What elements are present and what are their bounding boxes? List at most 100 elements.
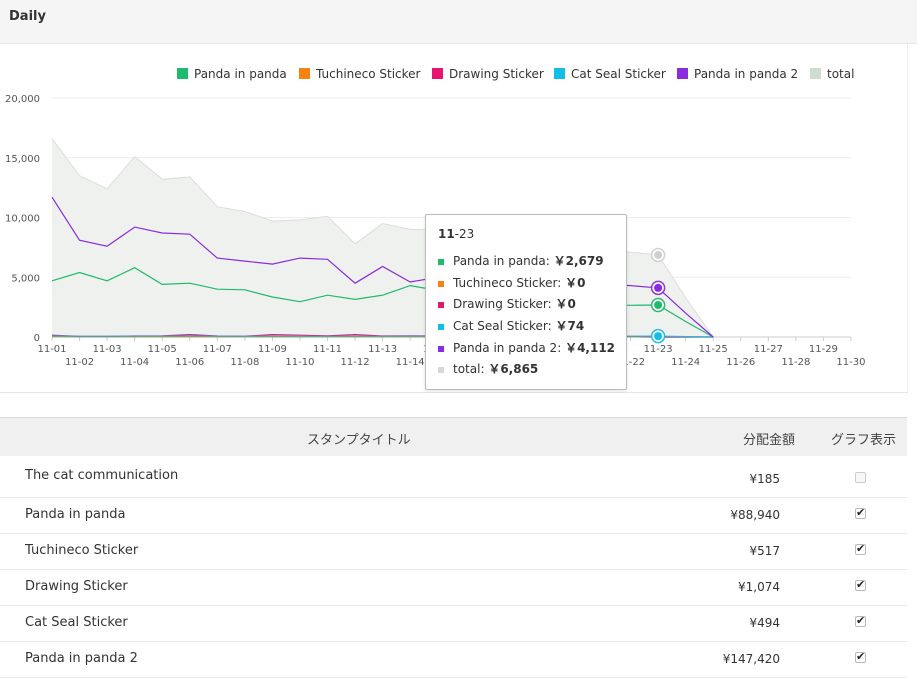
- tooltip-row: Tuchineco Sticker: ￥0: [438, 275, 586, 291]
- sticker-title: Drawing Sticker: [25, 579, 128, 594]
- sticker-title: The cat communication: [25, 468, 179, 483]
- legend-swatch: [810, 68, 821, 79]
- tooltip-label: Panda in panda 2:: [453, 341, 562, 355]
- tooltip-series-dot: [438, 323, 444, 330]
- legend-label: Cat Seal Sticker: [571, 67, 666, 81]
- legend-label: total: [827, 67, 854, 81]
- graph-toggle-checkbox[interactable]: [855, 650, 866, 663]
- x-tick-label: 11-05: [148, 344, 177, 355]
- x-tick-label: 11-28: [781, 357, 810, 368]
- sticker-title: Panda in panda: [25, 507, 126, 522]
- legend-label: Drawing Sticker: [449, 67, 544, 81]
- graph-toggle-checkbox[interactable]: [855, 614, 866, 627]
- y-tick-label: 15,000: [5, 154, 40, 165]
- table-row: Cat Seal Sticker ¥494: [0, 606, 907, 642]
- sticker-amount: ¥1,074: [738, 580, 780, 594]
- x-tick-label: 11-30: [836, 357, 865, 368]
- legend-label: Panda in panda 2: [694, 67, 798, 81]
- x-tick-label: 11-08: [230, 357, 259, 368]
- x-tick-label: 11-01: [37, 344, 66, 355]
- tooltip-value: ￥4,112: [565, 341, 616, 355]
- sticker-amount: ¥147,420: [722, 652, 780, 666]
- graph-toggle-checkbox[interactable]: [855, 506, 866, 519]
- graph-toggle-checkbox[interactable]: [855, 578, 866, 591]
- chart-tooltip: 11-23 Panda in panda: ￥2,679 Tuchineco St…: [425, 214, 627, 390]
- tooltip-series-dot: [438, 345, 444, 352]
- tooltip-title: 11-23: [438, 227, 474, 241]
- header-amount: 分配金額: [743, 433, 796, 448]
- x-tick-label: 11-22: [616, 357, 645, 368]
- tooltip-value: ￥0: [555, 297, 576, 311]
- tooltip-value: ￥6,865: [488, 362, 539, 376]
- graph-toggle-checkbox[interactable]: [855, 472, 866, 483]
- section-title: Daily: [9, 9, 46, 24]
- tooltip-series-dot: [438, 280, 444, 287]
- tooltip-series-dot: [438, 301, 444, 308]
- x-tick-label: 11-14: [396, 357, 425, 368]
- legend-swatch: [432, 68, 443, 79]
- section-header: Daily: [0, 0, 917, 44]
- tooltip-row: total: ￥6,865: [438, 361, 538, 377]
- sticker-title: Cat Seal Sticker: [25, 615, 128, 630]
- x-tick-label: 11-10: [285, 357, 314, 368]
- y-tick-label: 20,000: [5, 94, 40, 105]
- x-tick-label: 11-11: [313, 344, 342, 355]
- table-row: Panda in panda 2 ¥147,420: [0, 642, 907, 678]
- x-tick-label: 11-06: [175, 357, 204, 368]
- x-tick-label: 11-07: [203, 344, 232, 355]
- x-tick-label: 11-23: [644, 344, 673, 355]
- legend-swatch: [677, 68, 688, 79]
- hover-marker: [654, 250, 663, 259]
- sticker-title: Panda in panda 2: [25, 651, 138, 666]
- sticker-table: スタンプタイトル 分配金額 グラフ表示 The cat communicatio…: [0, 417, 907, 678]
- graph-toggle-checkbox[interactable]: [855, 542, 866, 555]
- legend-swatch: [177, 68, 188, 79]
- tooltip-label: Tuchineco Sticker:: [453, 276, 562, 290]
- table-row: Drawing Sticker ¥1,074: [0, 570, 907, 606]
- tooltip-row: Panda in panda 2: ￥4,112: [438, 340, 615, 356]
- legend-swatch: [299, 68, 310, 79]
- hover-marker: [654, 332, 663, 341]
- table-row: Tuchineco Sticker ¥517: [0, 534, 907, 570]
- chart-panel: 0 5,000 10,000 15,000 20,000 11-01 11-02 11-03 1…: [0, 44, 908, 393]
- y-tick-label: 5,000: [11, 273, 40, 284]
- y-tick-label: 10,000: [5, 214, 40, 225]
- tooltip-label: Panda in panda:: [453, 254, 550, 268]
- legend-swatch: [554, 68, 565, 79]
- tooltip-title-month: 11: [438, 227, 455, 241]
- x-tick-label: 11-13: [368, 344, 397, 355]
- tooltip-value: ￥2,679: [553, 254, 604, 268]
- x-tick-label: 11-12: [341, 357, 370, 368]
- x-tick-label: 11-02: [65, 357, 94, 368]
- x-tick-label: 11-27: [754, 344, 783, 355]
- hover-marker: [654, 300, 663, 309]
- table-row: Panda in panda ¥88,940: [0, 498, 907, 534]
- table-row: The cat communication ¥185: [0, 456, 907, 498]
- x-tick-label: 11-04: [120, 357, 149, 368]
- tooltip-label: total:: [453, 362, 485, 376]
- tooltip-series-dot: [438, 366, 444, 373]
- y-tick-label: 0: [34, 333, 40, 344]
- table-body: The cat communication ¥185 Panda in panda ¥…: [0, 456, 907, 678]
- x-tick-label: 11-09: [258, 344, 287, 355]
- tooltip-row: Cat Seal Sticker: ￥74: [438, 318, 584, 334]
- sticker-title: Tuchineco Sticker: [25, 543, 139, 558]
- tooltip-series-dot: [438, 258, 444, 265]
- tooltip-row: Drawing Sticker: ￥0: [438, 296, 576, 312]
- tooltip-label: Cat Seal Sticker:: [453, 319, 552, 333]
- tooltip-value: ￥0: [565, 276, 586, 290]
- tooltip-label: Drawing Sticker:: [453, 297, 552, 311]
- tooltip-title-day: -23: [454, 227, 475, 241]
- header-title: スタンプタイトル: [307, 433, 411, 448]
- tooltip-row: Panda in panda: ￥2,679: [438, 253, 604, 269]
- sticker-amount: ¥517: [749, 544, 780, 558]
- sticker-amount: ¥88,940: [730, 508, 780, 522]
- sticker-amount: ¥494: [749, 616, 780, 630]
- sticker-amount: ¥185: [749, 472, 780, 486]
- header-graph: グラフ表示: [831, 433, 897, 448]
- x-tick-label: 11-24: [671, 357, 700, 368]
- hover-marker: [654, 283, 663, 292]
- legend-label: Panda in panda: [194, 67, 287, 81]
- x-tick-label: 11-26: [726, 357, 755, 368]
- table-header: スタンプタイトル 分配金額 グラフ表示: [0, 417, 907, 456]
